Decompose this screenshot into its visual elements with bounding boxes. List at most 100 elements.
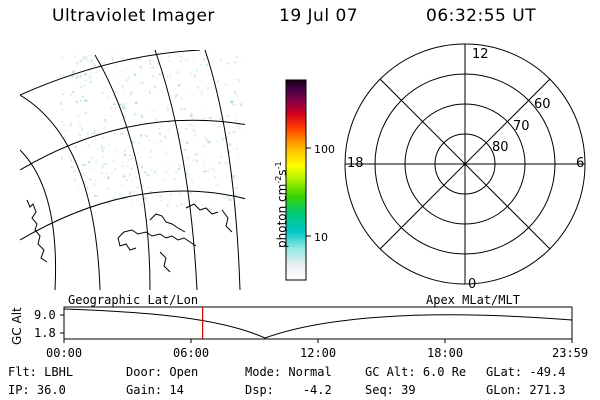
emission-speckle [187, 57, 189, 59]
status-key: GC Alt: [365, 365, 416, 379]
emission-speckle [86, 133, 89, 136]
emission-speckle [207, 86, 209, 90]
emission-speckle [136, 187, 139, 189]
emission-speckle [238, 78, 240, 82]
emission-speckle [193, 125, 196, 127]
emission-speckle [78, 134, 82, 136]
emission-speckle [119, 194, 122, 198]
emission-speckle [168, 120, 170, 123]
emission-speckle [202, 145, 206, 148]
emission-speckle [103, 163, 106, 166]
status-key: GLon: [486, 383, 523, 397]
emission-speckle [128, 173, 131, 175]
emission-speckle [205, 170, 207, 173]
status-key: Door: [126, 365, 163, 379]
emission-speckle [79, 82, 81, 86]
colorbar-unit-text: photon cm-2s-1 [274, 161, 289, 248]
emission-speckle [123, 150, 126, 152]
emission-speckle [130, 167, 134, 170]
emission-speckle [115, 64, 117, 67]
emission-speckle [166, 203, 169, 207]
emission-speckle [185, 169, 188, 172]
emission-speckle [177, 84, 181, 87]
emission-speckle [202, 161, 204, 164]
status-key: Dsp: [245, 383, 274, 397]
emission-speckle [195, 76, 198, 79]
emission-speckle [111, 55, 113, 58]
emission-speckle [151, 169, 153, 172]
status-value: 39 [401, 383, 416, 397]
emission-speckle [129, 92, 132, 96]
emission-speckle [158, 72, 161, 76]
emission-speckle [203, 136, 207, 139]
emission-speckle [144, 109, 147, 111]
status-key: Mode: [245, 365, 282, 379]
emission-speckle [138, 142, 140, 145]
emission-speckle [180, 203, 183, 206]
coastline [26, 199, 233, 273]
emission-speckle [78, 123, 82, 125]
emission-speckle [206, 190, 210, 192]
emission-speckle [189, 191, 192, 194]
date-label: 19 Jul 07 [279, 6, 359, 26]
emission-speckle [135, 136, 137, 138]
emission-speckle [125, 197, 129, 200]
emission-speckle [126, 165, 129, 168]
emission-speckle [148, 187, 151, 189]
emission-speckle [185, 128, 188, 130]
emission-speckle [166, 106, 169, 108]
altitude-curve [63, 308, 573, 339]
emission-speckle [70, 123, 72, 126]
emission-speckle [228, 131, 231, 135]
emission-speckle [129, 173, 131, 177]
emission-speckle [191, 180, 193, 183]
emission-speckle [89, 77, 92, 79]
emission-speckle [91, 62, 95, 66]
emission-speckle [90, 59, 94, 63]
emission-speckle [193, 134, 196, 137]
emission-speckle [101, 179, 103, 181]
color-scale-bar [285, 79, 311, 281]
emission-speckle [140, 198, 142, 201]
emission-speckle [222, 138, 225, 141]
emission-speckle [106, 188, 110, 190]
emission-speckle [81, 163, 84, 166]
emission-speckle [102, 146, 106, 149]
emission-speckle [209, 201, 212, 203]
emission-speckle [153, 85, 157, 89]
emission-speckle [190, 112, 193, 115]
emission-speckle [233, 90, 237, 92]
emission-speckle [122, 197, 126, 200]
emission-speckle [111, 196, 114, 199]
timeline-axis-label: GC Alt [10, 307, 24, 345]
emission-speckle [82, 164, 86, 166]
emission-speckle [226, 161, 230, 164]
timeline-x-tick: 18:00 [427, 346, 464, 360]
emission-speckle [60, 102, 62, 106]
emission-speckle [157, 62, 160, 65]
emission-speckle [68, 155, 70, 159]
emission-speckle [122, 103, 125, 106]
emission-speckle [152, 74, 155, 78]
colorbar-unit-label: photon cm-2s-1 [272, 161, 289, 248]
status-value: -4.2 [302, 383, 332, 397]
emission-speckle [125, 67, 128, 69]
emission-speckle [79, 59, 83, 63]
colorbar-tick-100: 100 [314, 143, 335, 156]
emission-speckle [153, 110, 155, 112]
emission-speckle [127, 75, 130, 77]
emission-speckle [94, 137, 96, 140]
timeline-x-tick: 12:00 [300, 346, 337, 360]
emission-speckle [107, 195, 109, 198]
emission-speckle [91, 156, 94, 159]
emission-speckle [170, 72, 172, 75]
emission-speckle [226, 62, 230, 65]
emission-speckle [100, 144, 103, 147]
emission-speckle [140, 114, 144, 118]
status-value: -49.4 [529, 365, 566, 379]
emission-speckle [169, 75, 172, 78]
emission-speckle [122, 57, 125, 61]
status-key: GLat: [486, 365, 523, 379]
emission-speckle [168, 60, 171, 63]
emission-speckle [115, 91, 118, 94]
